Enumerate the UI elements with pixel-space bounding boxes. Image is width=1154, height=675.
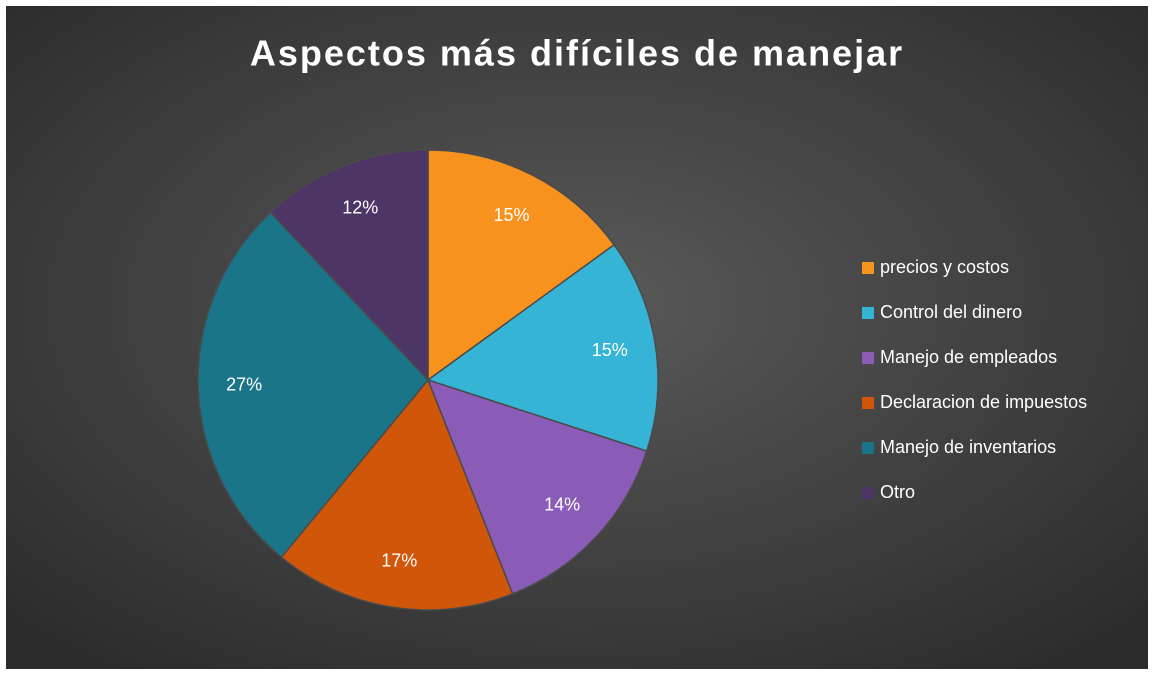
- pie-slice: [280, 378, 514, 611]
- data-label: 15%: [494, 205, 530, 225]
- data-label: 14%: [544, 495, 580, 515]
- data-label: 12%: [342, 198, 378, 218]
- legend-swatch: [862, 352, 874, 364]
- pie-slice: [427, 149, 616, 382]
- pie-slice: [197, 211, 429, 559]
- legend-swatch: [862, 442, 874, 454]
- data-label: 17%: [381, 550, 417, 570]
- legend-label: Control del dinero: [880, 302, 1022, 322]
- legend-label: Otro: [880, 482, 915, 502]
- pie-slice: [426, 378, 648, 595]
- legend-swatch: [862, 487, 874, 499]
- legend-swatch: [862, 397, 874, 409]
- data-label: 27%: [226, 375, 262, 395]
- pie-slice: [426, 243, 659, 453]
- legend-label: Declaracion de impuestos: [880, 392, 1087, 412]
- legend-swatch: [862, 307, 874, 319]
- pie-slice: [269, 149, 429, 382]
- data-label: 15%: [592, 340, 628, 360]
- legend-swatch: [862, 262, 874, 274]
- legend-label: Manejo de inventarios: [880, 437, 1056, 457]
- legend-label: Manejo de empleados: [880, 347, 1057, 367]
- legend-label: precios y costos: [880, 257, 1009, 277]
- chart-title: Aspectos más difíciles de manejar: [250, 33, 904, 74]
